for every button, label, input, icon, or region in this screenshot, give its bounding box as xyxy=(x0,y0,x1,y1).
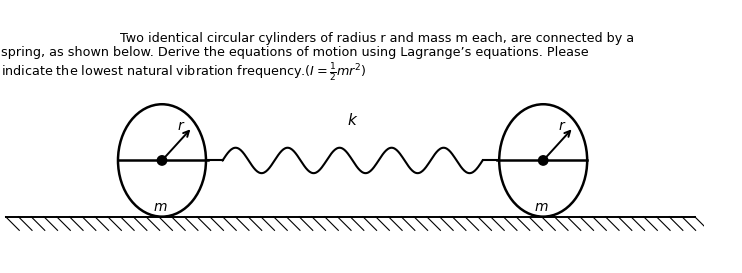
Text: indicate the lowest natural vibration frequency.$(I = \frac{1}{2}mr^2)$: indicate the lowest natural vibration fr… xyxy=(1,61,367,83)
Circle shape xyxy=(539,156,548,165)
Text: $r$: $r$ xyxy=(558,119,566,133)
Text: spring, as shown below. Derive the equations of motion using Lagrange’s equation: spring, as shown below. Derive the equat… xyxy=(1,46,588,59)
Text: $r$: $r$ xyxy=(177,119,185,133)
Ellipse shape xyxy=(118,104,206,217)
Text: $m$: $m$ xyxy=(153,200,167,213)
Ellipse shape xyxy=(499,104,587,217)
Circle shape xyxy=(157,156,167,165)
Text: $k$: $k$ xyxy=(347,112,358,128)
Text: $m$: $m$ xyxy=(534,200,548,213)
Text: Two identical circular cylinders of radius r and mass m each, are connected by a: Two identical circular cylinders of radi… xyxy=(120,31,634,44)
